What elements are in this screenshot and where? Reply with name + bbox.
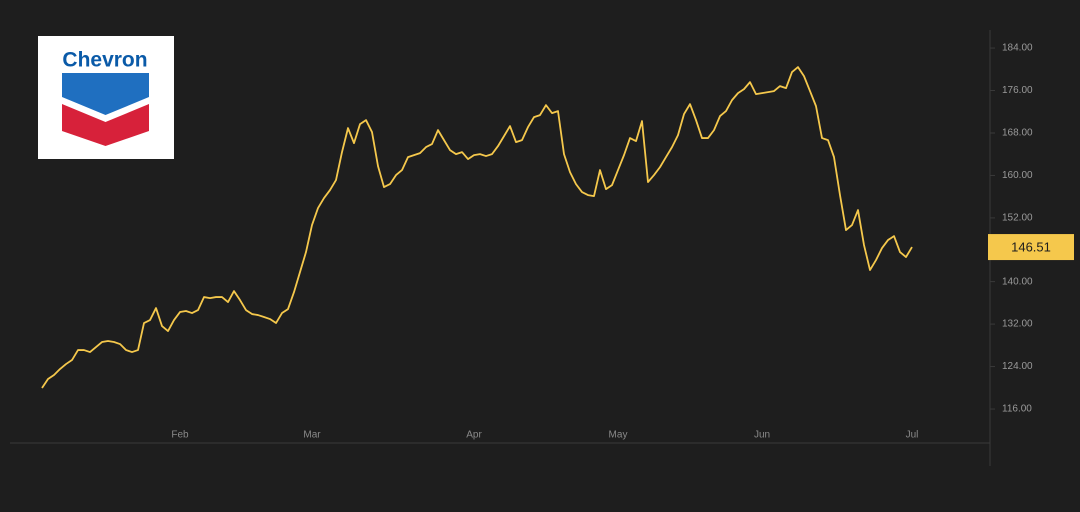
logo-red-chevron bbox=[62, 104, 149, 146]
x-tick-label: Jun bbox=[754, 430, 770, 441]
last-price-box bbox=[988, 234, 1074, 261]
y-tick-label: 152.00 bbox=[1002, 213, 1033, 224]
y-tick-label: 160.00 bbox=[1002, 170, 1033, 181]
x-tick-label: Mar bbox=[303, 430, 321, 441]
logo-text: Chevron bbox=[62, 49, 147, 72]
y-tick-label: 176.00 bbox=[1002, 85, 1033, 96]
x-tick-label: Feb bbox=[171, 430, 189, 441]
x-tick-label: May bbox=[609, 430, 628, 441]
y-tick-label: 124.00 bbox=[1002, 361, 1033, 372]
y-tick-label: 168.00 bbox=[1002, 128, 1033, 139]
logo: Chevron bbox=[38, 36, 174, 159]
y-tick-label: 184.00 bbox=[1002, 43, 1033, 54]
logo-blue-chevron bbox=[62, 73, 149, 115]
x-tick-label: Apr bbox=[466, 430, 482, 441]
x-tick-label: Jul bbox=[906, 430, 919, 441]
price-line bbox=[41, 66, 913, 389]
last-price-label: 146.51 bbox=[1011, 240, 1051, 255]
y-tick-label: 132.00 bbox=[1002, 319, 1033, 330]
y-tick-label: 140.00 bbox=[1002, 276, 1033, 287]
y-tick-label: 116.00 bbox=[1002, 404, 1032, 415]
